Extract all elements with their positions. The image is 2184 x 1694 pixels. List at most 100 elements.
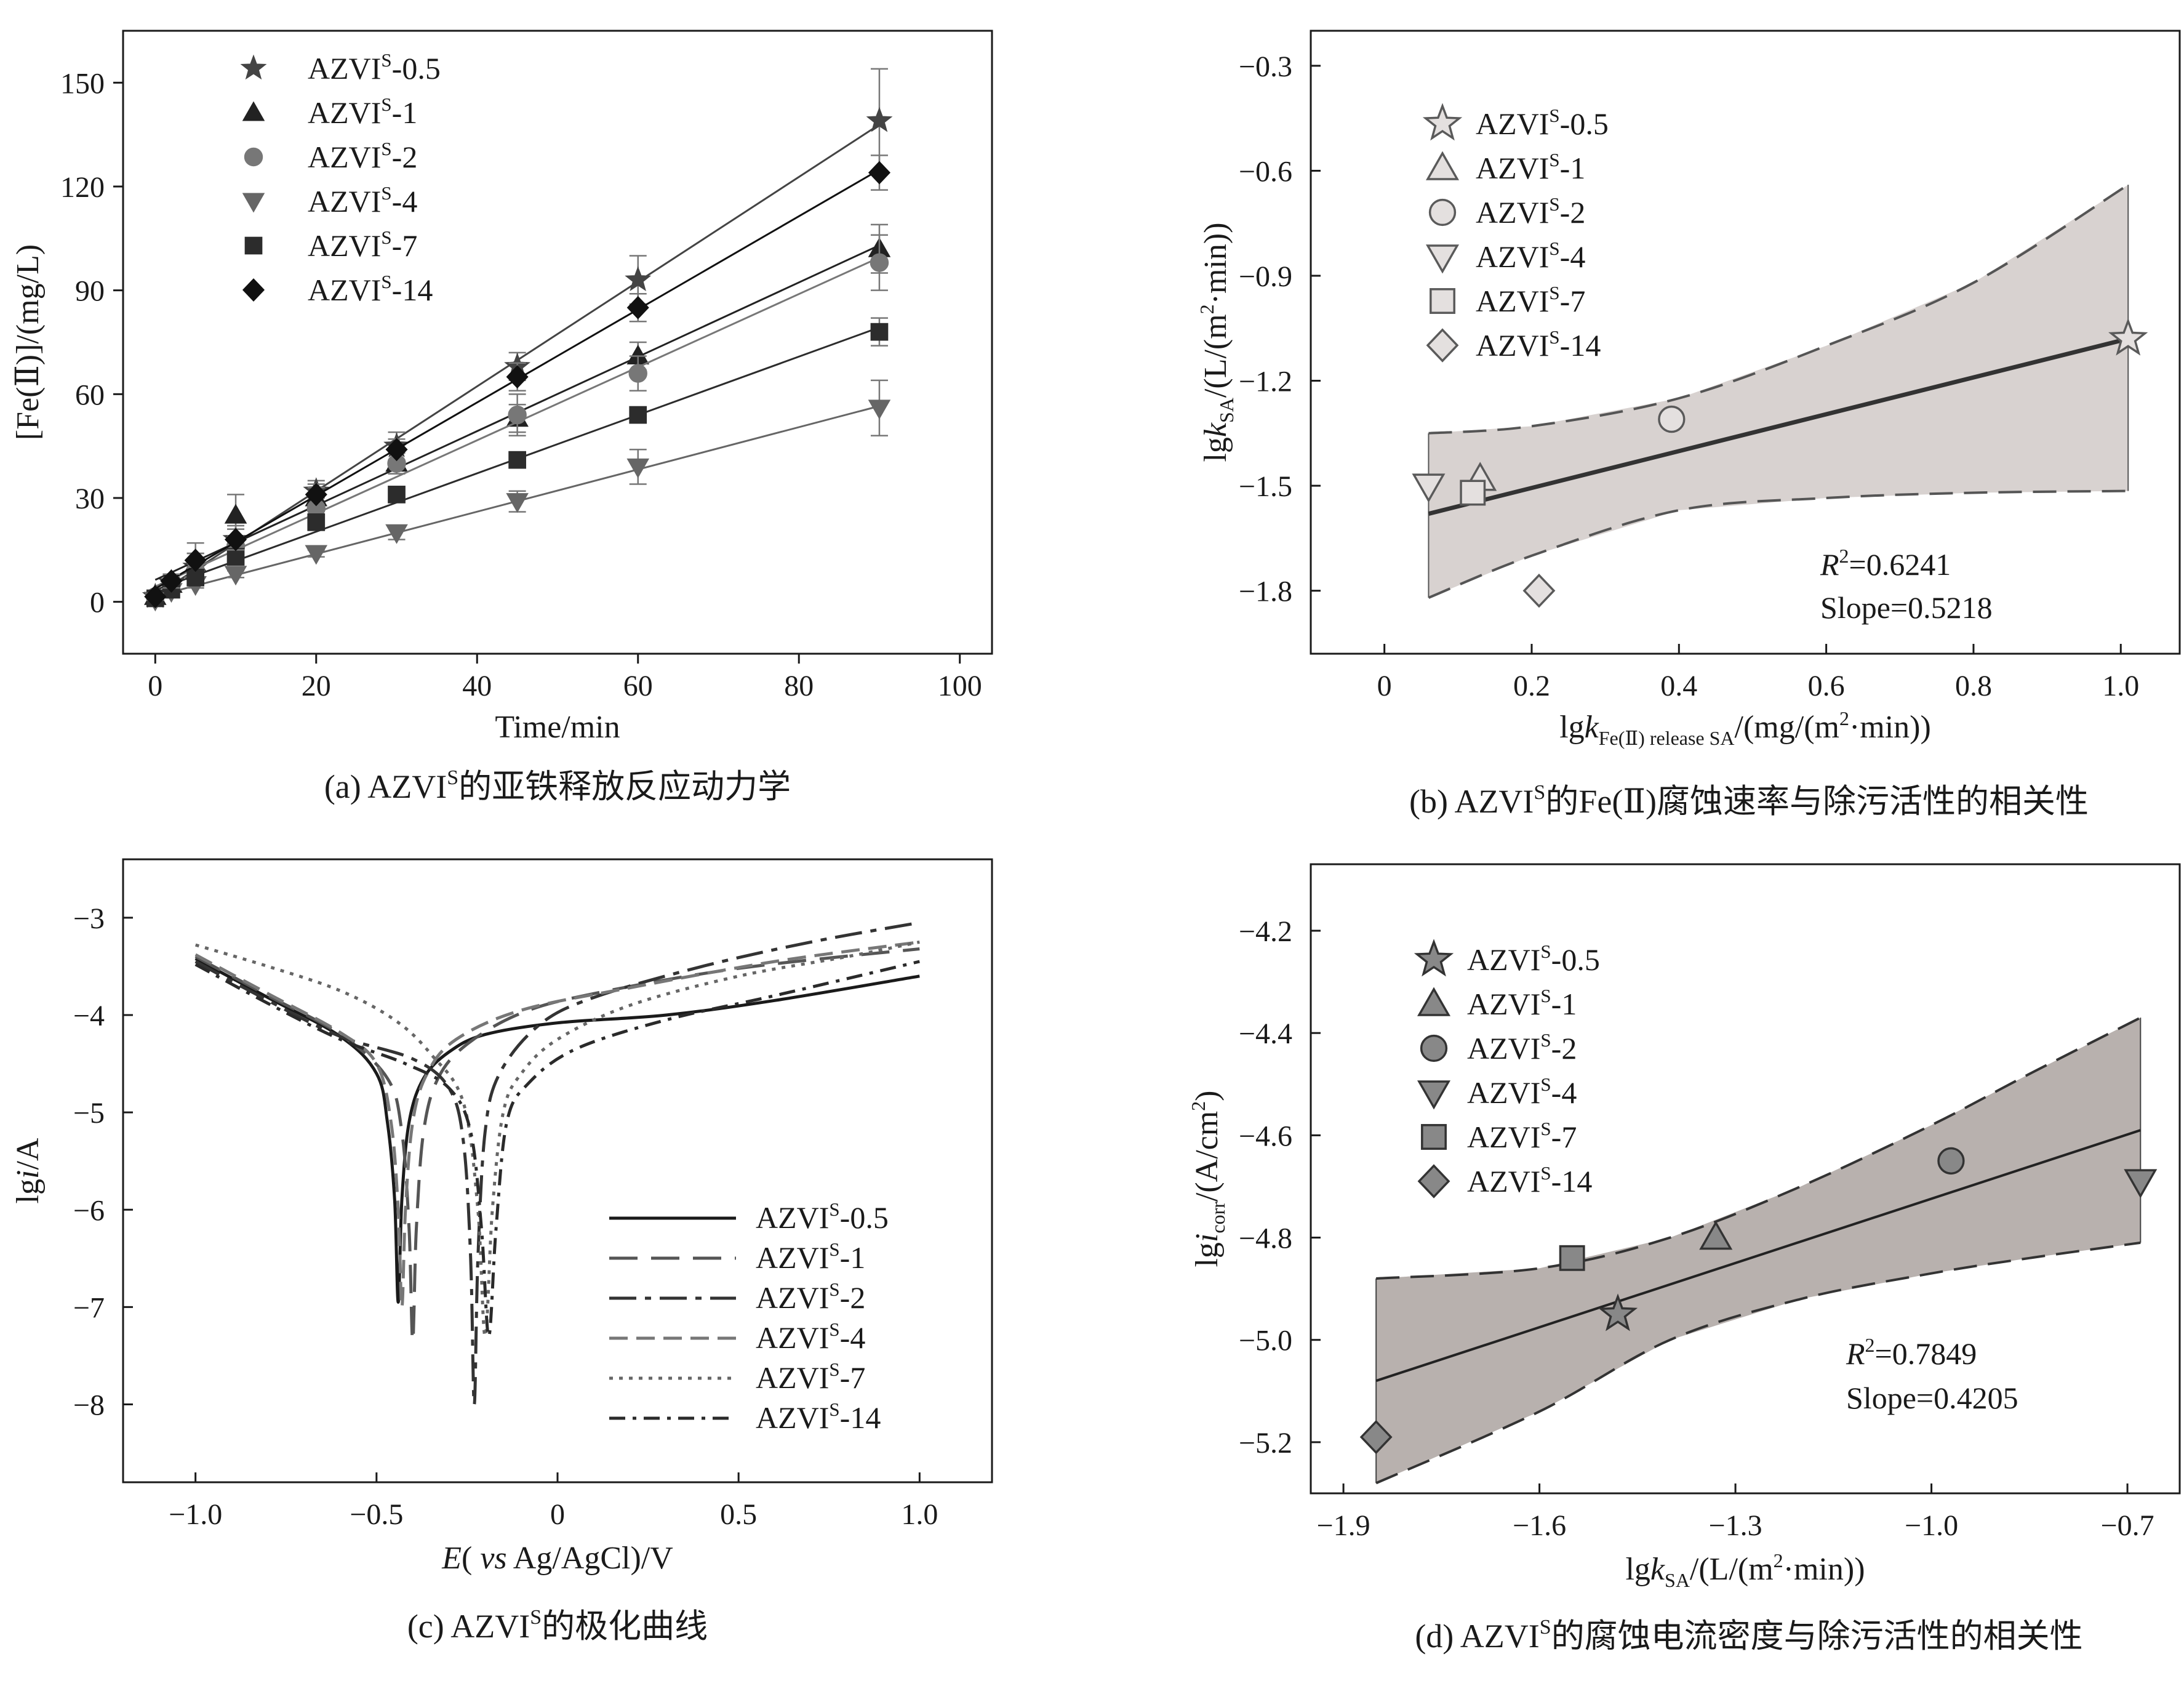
c-y-tick-label: −3 [73,902,105,935]
d-x-tick-label: −0.7 [2101,1509,2154,1542]
d-data-point [1598,1293,1638,1331]
panel-c: −1.0 −0.5 0 0.5 1.0−8−7−6−5−4−3AZVIS-0.5AZVI… [10,858,993,1645]
b-y-label-part: k [1198,422,1233,437]
legend-label-base: AZVI [756,1240,829,1275]
d-y-label-part: lg [1190,1242,1225,1267]
legend-label-rest: -1 [1551,987,1577,1021]
a-legend-marker [242,193,265,213]
d-data-point [1359,1419,1393,1455]
legend-label-base: AZVI [1467,987,1540,1021]
d-data-point [1559,1245,1585,1271]
a-x-tick-label: 60 [623,670,653,702]
a-data-point [868,161,890,185]
a-data-point [506,365,529,389]
a-data-point [226,548,245,566]
d-x-label-part: SA [1665,1569,1690,1591]
b-x-tick-label: 0 [1377,670,1392,702]
b-x-label-part: lg [1559,710,1584,745]
a-data-point [388,486,406,504]
d-x-axis-label: lgkSA/(L/(m2·min)) [1625,1549,1865,1591]
d-x-label-part: 2 [1774,1549,1783,1572]
d-x-tick-label: −1.9 [1317,1509,1370,1542]
b-legend-marker [1422,103,1463,141]
c-y-tick-label: −4 [73,1000,105,1032]
d-legend-marker [1421,1124,1447,1150]
legend-label: AZVIS-1 [756,1238,865,1275]
a-legend-marker [244,147,263,167]
b-x-label-part: ·min)) [1849,710,1931,745]
a-legend-marker [242,101,265,121]
legend-label: AZVIS-4 [308,182,417,219]
a-x-tick-label: 20 [302,670,331,702]
legend-label-rest: -0.5 [840,1200,889,1235]
legend-label-base: AZVI [756,1400,829,1435]
caption-rest: 的Fe(Ⅱ)腐蚀速率与除污活性的相关性 [1545,783,2089,820]
d-y-tick-label: −4.6 [1239,1120,1292,1152]
a-data-point [385,524,408,544]
legend-label-base: AZVI [308,228,381,263]
legend-label: AZVIS-4 [1476,238,1585,274]
legend-label-rest: -2 [392,140,418,174]
legend-label-rest: -7 [840,1360,866,1395]
d-band-lower-line [1375,1241,2141,1485]
legend-label-sup: S [829,1238,839,1260]
legend-label-base: AZVI [308,51,381,86]
legend-label-sup: S [381,49,391,71]
c-x-label-part: ( [462,1541,480,1576]
legend-label: AZVIS-7 [1467,1118,1577,1154]
legend-label: AZVIS-4 [756,1319,865,1355]
legend-label: AZVIS-1 [1467,985,1577,1021]
panel-caption: (b) AZVIS的Fe(Ⅱ)腐蚀速率与除污活性的相关性 [1409,781,2089,820]
caption-rest: 的亚铁释放反应动力学 [458,768,791,805]
legend-label-base: AZVI [756,1360,829,1395]
d-confidence-band [1376,1018,2141,1483]
a-y-tick-label: 60 [75,379,105,411]
legend-label-sup: S [829,1319,839,1340]
a-x-tick-label: 80 [784,670,814,702]
caption-sup: S [447,766,458,789]
legend-label-base: AZVI [756,1320,829,1355]
legend-label-base: AZVI [1467,1031,1540,1066]
c-x-tick-label: −1.0 [169,1498,222,1531]
c-y-tick-label: −8 [73,1389,105,1422]
legend-label: AZVIS-7 [308,227,417,263]
d-y-axis-label: lgicorr/(A/cm2) [1187,1090,1229,1267]
legend-label-base: AZVI [1476,106,1549,141]
legend-label: AZVIS-7 [1476,282,1585,318]
caption-base: (b) AZVI [1409,783,1534,820]
legend-label-rest: -4 [392,184,418,219]
a-data-point [625,266,652,292]
legend-label-sup: S [1540,1029,1551,1051]
b-legend-marker [1430,288,1455,314]
b-data-point [1460,480,1486,506]
a-data-point [866,106,893,132]
d-legend-marker [1420,1034,1448,1062]
a-data-point [184,548,207,572]
legend-label-base: AZVI [1476,239,1549,274]
c-curve [194,921,920,1406]
legend-label-base: AZVI [1476,328,1549,363]
legend-label-base: AZVI [756,1280,829,1315]
panel-a: 0 20 40 60 80 100 0 30 60 90 120 150 Time/min [Fe(Ⅱ)]… [10,30,993,805]
a-data-point [506,493,529,513]
plot-frame [1310,30,2181,655]
legend-label-rest: -1 [392,95,418,130]
a-data-point [629,406,647,424]
a-data-point [385,438,408,462]
legend-label-sup: S [381,227,391,248]
d-y-tick-label: −4.8 [1239,1222,1292,1255]
b-y-axis-label: lgkSA/(L/(m2·min)) [1196,222,1238,462]
b-x-tick-label: 1.0 [2102,670,2139,702]
legend-label: AZVIS-0.5 [756,1198,889,1235]
legend-label-rest: -2 [1560,195,1586,230]
d-y-tick-label: −4.4 [1239,1018,1292,1050]
b-legend-marker [1425,244,1460,274]
b-data-point [2108,318,2148,356]
d-x-label-part: k [1650,1552,1665,1587]
a-y-tick-label: 120 [60,171,105,204]
a-x-axis-label: Time/min [495,710,620,745]
c-x-tick-label: 0 [550,1498,565,1531]
legend-label: AZVIS-14 [1476,326,1601,363]
b-y-tick-label: −1.2 [1239,366,1292,398]
d-legend-marker [1417,1164,1450,1198]
